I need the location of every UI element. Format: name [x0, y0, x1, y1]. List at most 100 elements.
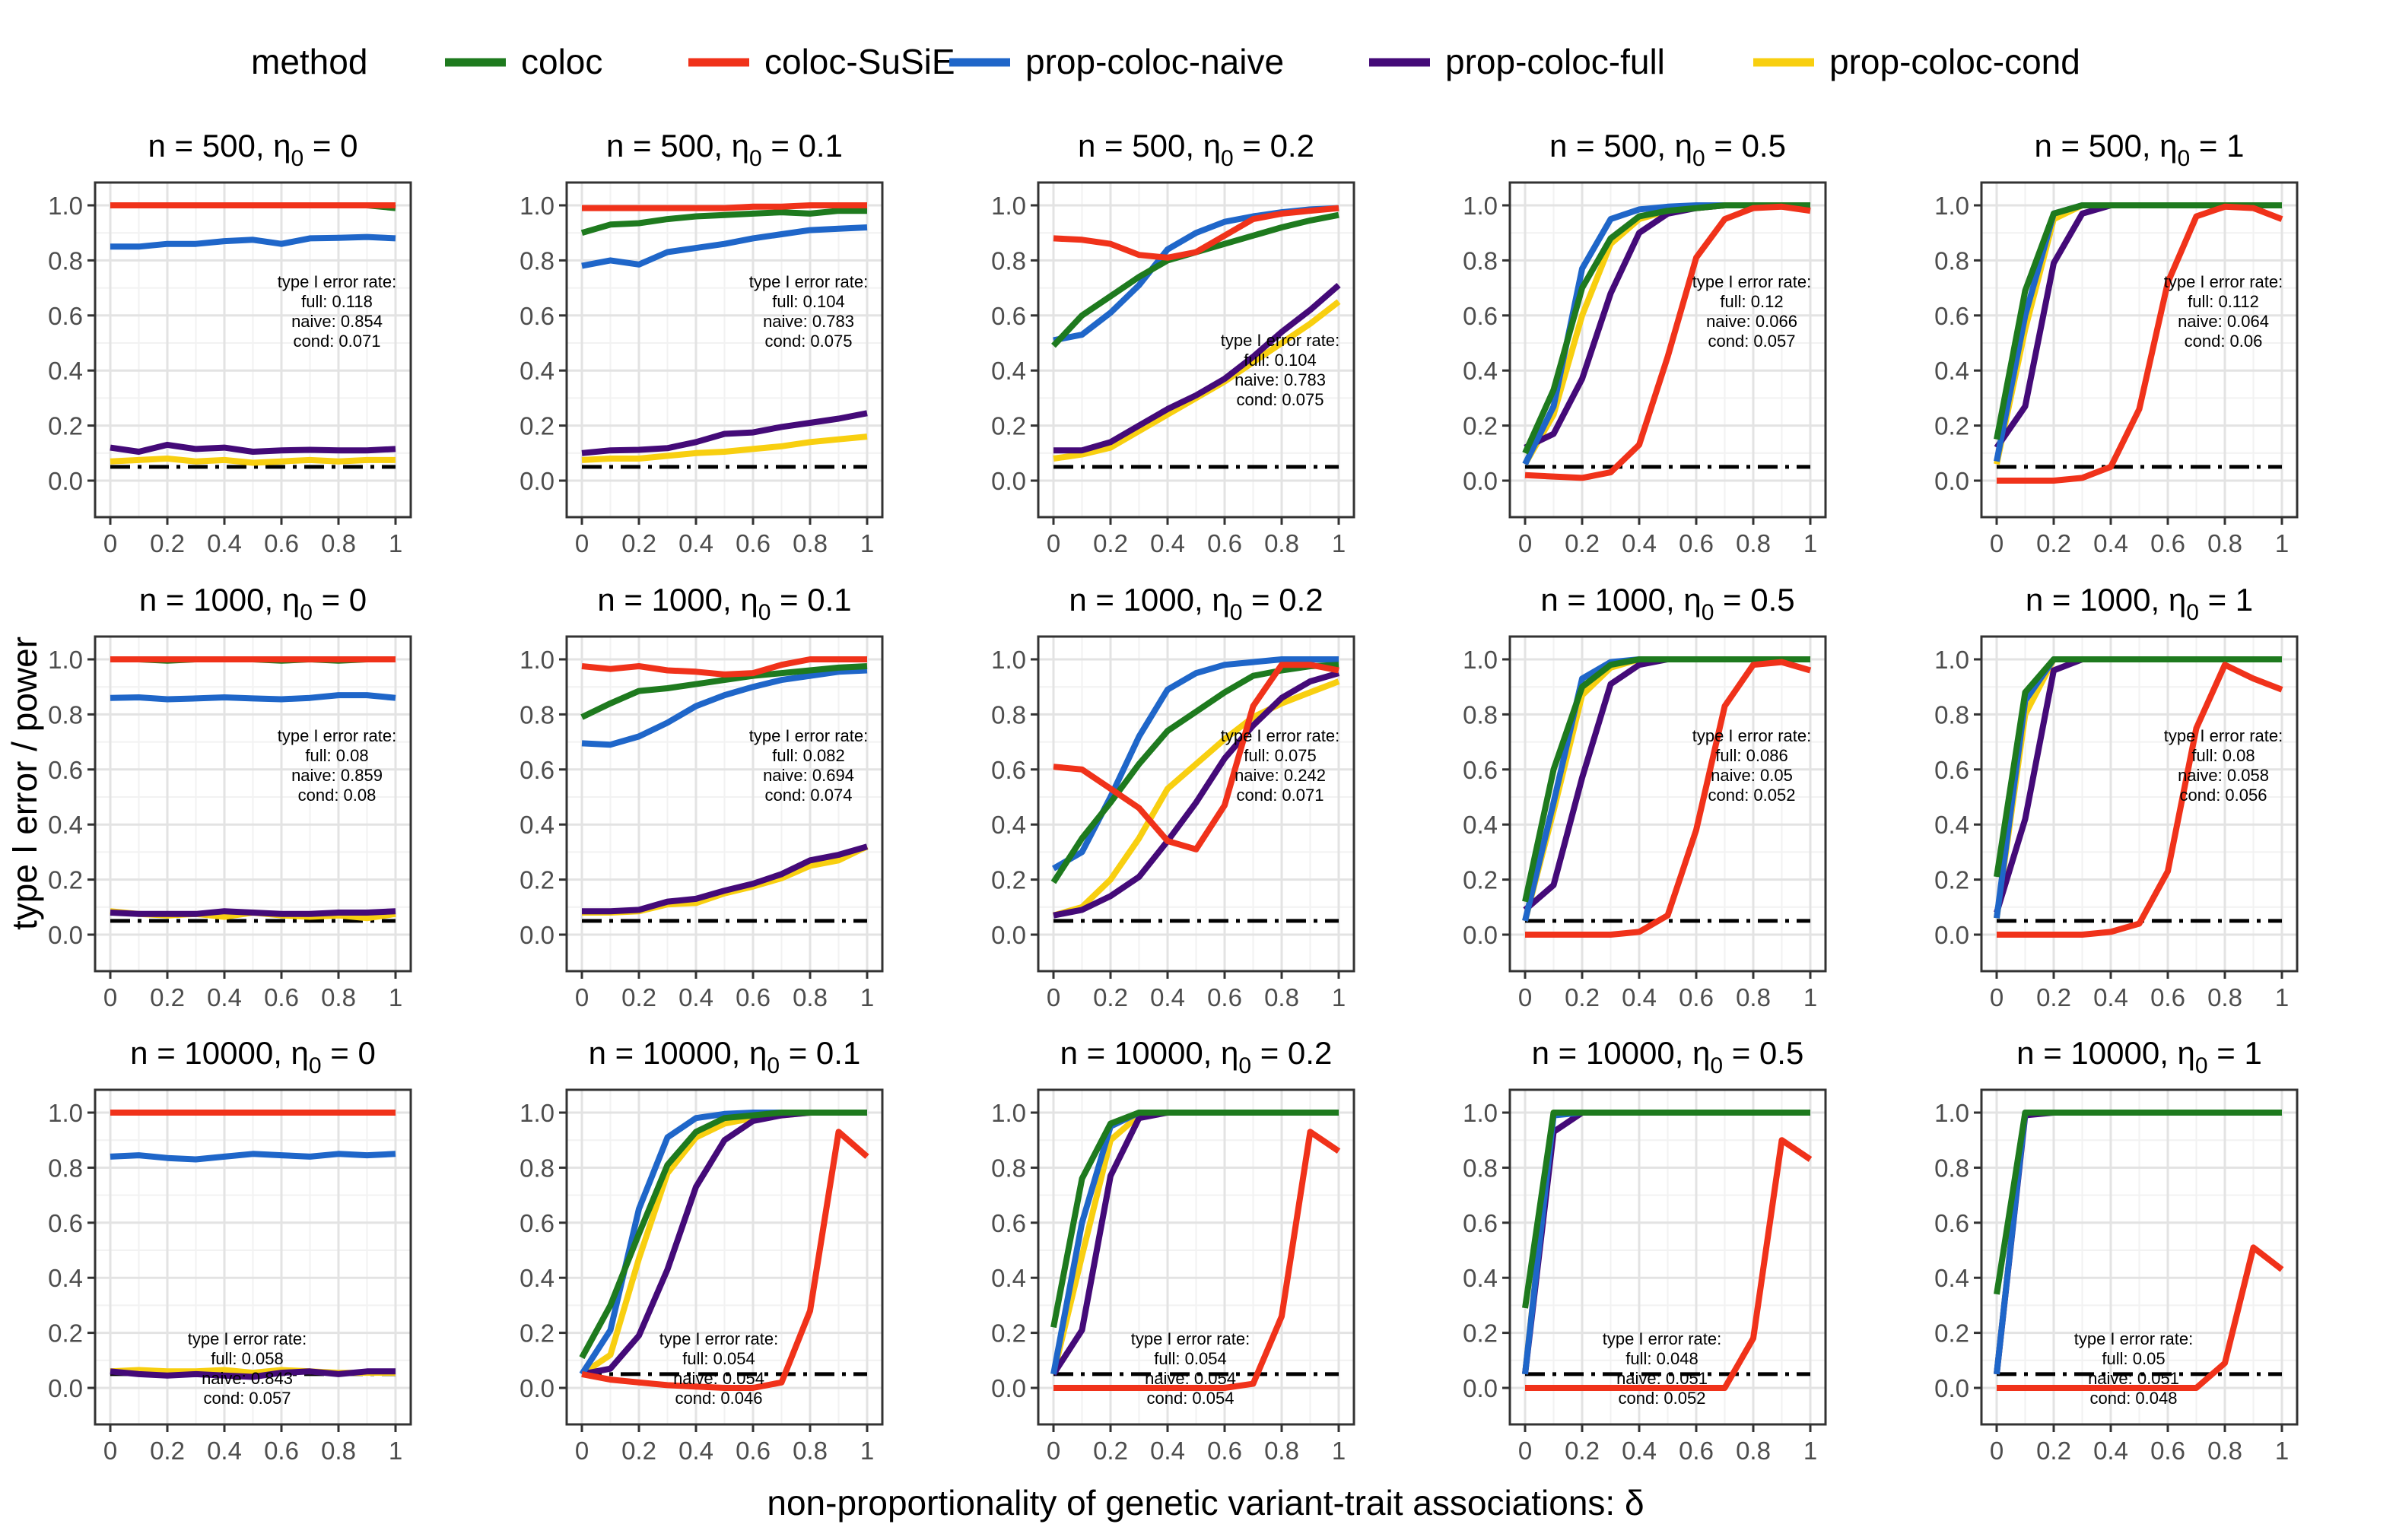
y-tick-label: 0.4 — [48, 811, 83, 839]
annotation-cond: cond: 0.052 — [1619, 1389, 1706, 1408]
series-line-susie — [1053, 205, 1339, 261]
panel-title-main: n = 1000, η — [1069, 582, 1229, 618]
x-tick-label: 0.8 — [321, 1437, 356, 1465]
y-tick-label: 0.2 — [48, 866, 83, 894]
y-tick-label: 0.8 — [991, 246, 1026, 275]
x-tick-label: 0.8 — [1264, 529, 1299, 557]
panel-title-sub: 0 — [1710, 1053, 1723, 1078]
x-tick-label: 0.4 — [678, 983, 713, 1011]
panel-border — [94, 635, 412, 973]
x-tick-label: 1 — [2275, 529, 2289, 557]
series-line-coloc — [1522, 656, 1810, 903]
x-tick-label: 0.6 — [1207, 529, 1242, 557]
y-tick-label: 0.0 — [991, 467, 1026, 495]
x-tick-label: 0 — [575, 1437, 589, 1465]
series-line-full — [581, 410, 868, 456]
y-tick-label: 0.0 — [520, 467, 555, 495]
series-line-cond — [1052, 678, 1340, 919]
y-tick-label: 0.4 — [1463, 811, 1498, 839]
y-tick-label: 0.6 — [1463, 302, 1498, 330]
x-tick-label: 0.8 — [1736, 1437, 1771, 1465]
series-line-coloc — [1522, 1110, 1810, 1309]
y-tick-label: 0.6 — [48, 756, 83, 784]
annotation-naive: naive: 0.783 — [763, 312, 854, 331]
y-tick-label: 1.0 — [991, 646, 1026, 674]
x-tick-label: 0.8 — [1264, 983, 1299, 1011]
annotation-naive: naive: 0.066 — [1706, 312, 1797, 331]
x-tick-label: 0.6 — [2150, 529, 2185, 557]
panel-title-main: n = 10000, η — [1060, 1035, 1239, 1071]
annotation-header: type I error rate: — [1221, 726, 1340, 745]
y-tick-label: 0.0 — [991, 921, 1026, 949]
y-tick-label: 1.0 — [1463, 1099, 1498, 1127]
x-tick-label: 0 — [1990, 1437, 2004, 1465]
y-tick-label: 0.4 — [991, 811, 1026, 839]
panel-title-main: n = 1000, η — [597, 582, 758, 618]
series-line-susie — [581, 656, 867, 678]
series-line-susie — [581, 1129, 869, 1391]
y-tick-label: 0.2 — [991, 412, 1026, 440]
panel-border — [1037, 635, 1355, 973]
panel-title-main: n = 10000, η — [2016, 1035, 2195, 1071]
legend: method coloc coloc-SuSiE prop-coloc-naive p… — [251, 42, 2080, 81]
panel-title-tail: = 0.5 — [1714, 582, 1794, 618]
y-tick-label: 0.0 — [1934, 1374, 1969, 1402]
panel-title-sub: 0 — [1692, 146, 1705, 171]
legend-label-full: prop-coloc-full — [1445, 42, 1665, 81]
annotation-full: full: 0.054 — [682, 1349, 755, 1368]
x-tick-label: 0.4 — [2093, 1437, 2128, 1465]
y-tick-label: 0.4 — [48, 357, 83, 385]
panel-title-main: n = 1000, η — [2026, 582, 2186, 618]
panel-title: n = 10000, η0 = 0.1 — [589, 1035, 861, 1078]
x-tick-label: 0 — [1990, 529, 2004, 557]
legend-label-cond: prop-coloc-cond — [1829, 42, 2080, 81]
panel-title: n = 1000, η0 = 0.5 — [1540, 582, 1794, 625]
x-tick-label: 0.2 — [1093, 1437, 1128, 1465]
panel-title-tail: = 0.2 — [1251, 1035, 1332, 1071]
annotation-full: full: 0.082 — [772, 746, 844, 765]
x-tick-label: 1 — [860, 1437, 874, 1465]
annotation-naive: naive: 0.064 — [2178, 312, 2269, 331]
panel-title-sub: 0 — [1221, 146, 1234, 171]
y-tick-label: 0.2 — [1463, 866, 1498, 894]
panel-title-tail: = 0.5 — [1723, 1035, 1803, 1071]
annotation-full: full: 0.118 — [301, 292, 373, 311]
y-tick-label: 1.0 — [1934, 646, 1969, 674]
y-tick-label: 0.8 — [991, 700, 1026, 729]
series-line-coloc — [1994, 1110, 2282, 1295]
annotation-cond: cond: 0.074 — [765, 786, 853, 805]
y-tick-label: 0.0 — [520, 1374, 555, 1402]
x-tick-label: 0.6 — [1679, 529, 1714, 557]
annotation-naive: naive: 0.854 — [291, 312, 383, 331]
annotation-header: type I error rate: — [188, 1329, 307, 1348]
y-tick-label: 0.4 — [520, 357, 555, 385]
series-line-coloc — [1050, 662, 1339, 884]
annotation-full: full: 0.048 — [1625, 1349, 1698, 1368]
series-line-susie — [1525, 659, 1812, 938]
legend-label-susie: coloc-SuSiE — [764, 42, 955, 81]
x-tick-label: 0 — [1518, 1437, 1532, 1465]
x-tick-label: 0.2 — [1565, 529, 1600, 557]
annotation-cond: cond: 0.071 — [294, 332, 381, 351]
series-line-susie — [1997, 203, 2283, 484]
y-tick-label: 0.6 — [520, 1209, 555, 1237]
panel-title: n = 10000, η0 = 0 — [130, 1035, 376, 1078]
y-tick-label: 1.0 — [48, 1099, 83, 1127]
panel-title-tail: = 0.1 — [780, 1035, 860, 1071]
x-tick-label: 0 — [1990, 983, 2004, 1011]
x-tick-label: 0.8 — [1736, 529, 1771, 557]
x-tick-label: 0.6 — [1207, 1437, 1242, 1465]
panel-title-sub: 0 — [749, 146, 762, 171]
panel-border — [1037, 181, 1355, 519]
panel-title-sub: 0 — [300, 600, 313, 625]
series-line-naive — [110, 1151, 396, 1163]
panel-title-main: n = 500, η — [148, 128, 291, 164]
x-tick-label: 0.2 — [150, 983, 185, 1011]
panel-title: n = 10000, η0 = 0.2 — [1060, 1035, 1333, 1078]
y-tick-label: 0.8 — [1463, 700, 1498, 729]
annotation-cond: cond: 0.054 — [1147, 1389, 1235, 1408]
panel-border — [1508, 635, 1827, 973]
y-tick-label: 0.2 — [1934, 866, 1969, 894]
